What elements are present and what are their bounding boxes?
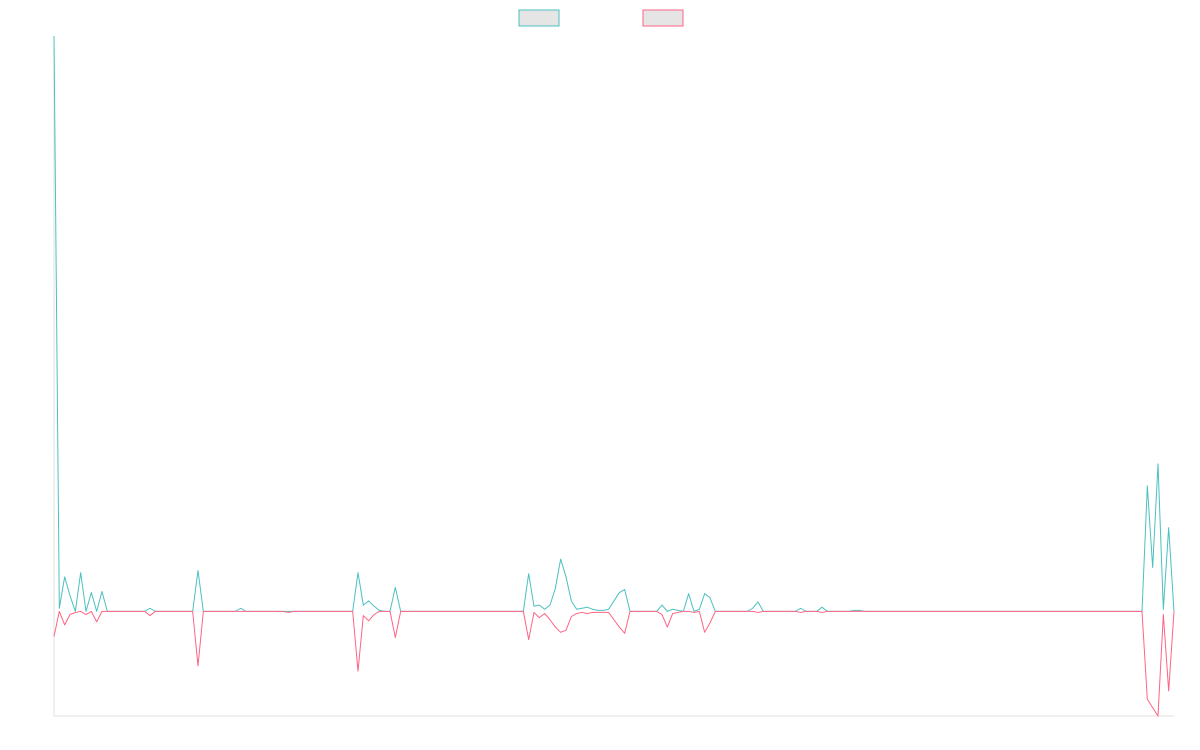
line-series bbox=[53, 610, 1175, 717]
legend-swatch bbox=[518, 9, 560, 27]
legend-swatch bbox=[642, 9, 684, 27]
line-series bbox=[53, 35, 1175, 612]
